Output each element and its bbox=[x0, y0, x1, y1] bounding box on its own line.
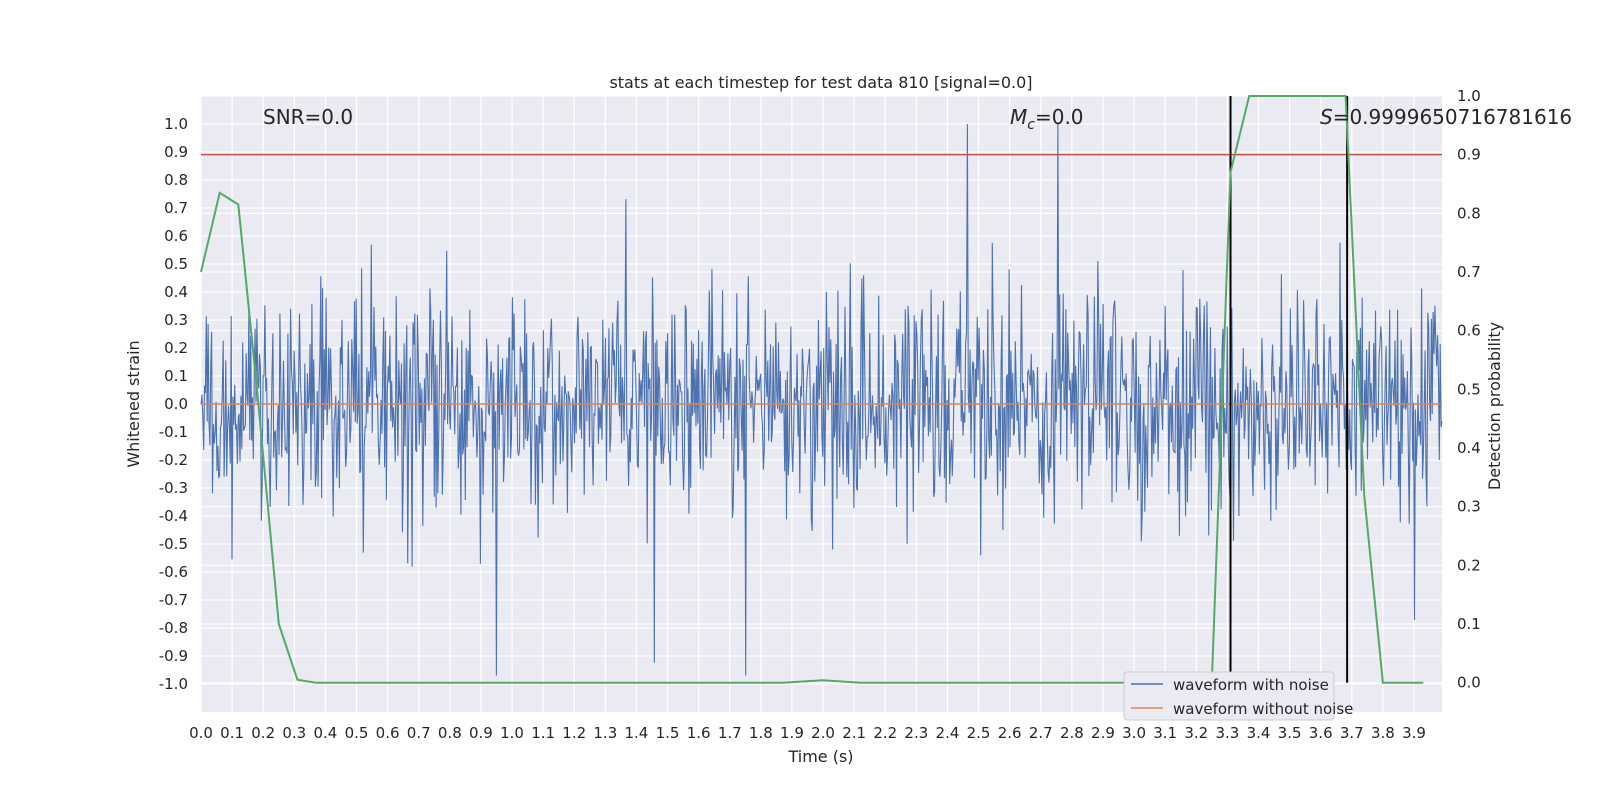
y2-axis-label: Detection probability bbox=[1485, 322, 1504, 490]
x-tick-label: 2.7 bbox=[1029, 724, 1053, 742]
legend-label-with-noise: waveform with noise bbox=[1173, 676, 1329, 694]
y2-tick-label: 0.7 bbox=[1457, 263, 1481, 281]
y2-tick-label: 1.0 bbox=[1457, 87, 1481, 105]
y-tick-label: -0.6 bbox=[159, 563, 188, 581]
y2-tick-label: 0.2 bbox=[1457, 556, 1481, 574]
y-tick-label: -0.1 bbox=[159, 423, 188, 441]
x-tick-label: 0.1 bbox=[220, 724, 244, 742]
x-tick-label: 1.2 bbox=[562, 724, 586, 742]
x-tick-label: 0.8 bbox=[438, 724, 462, 742]
x-tick-label: 1.3 bbox=[593, 724, 617, 742]
x-tick-label: 0.0 bbox=[189, 724, 213, 742]
x-tick-label: 1.1 bbox=[531, 724, 555, 742]
x-tick-label: 3.0 bbox=[1122, 724, 1146, 742]
x-tick-label: 1.6 bbox=[687, 724, 711, 742]
y2-tick-label: 0.4 bbox=[1457, 439, 1481, 457]
y-tick-label: 0.6 bbox=[164, 227, 188, 245]
x-tick-label: 1.0 bbox=[500, 724, 524, 742]
x-tick-label: 0.7 bbox=[407, 724, 431, 742]
y2-tick-label: 0.1 bbox=[1457, 615, 1481, 633]
noise-trace bbox=[200, 123, 1443, 676]
y-axis-label: Whitened strain bbox=[124, 340, 143, 467]
y-tick-label: -0.5 bbox=[159, 535, 188, 553]
y-tick-label: -0.4 bbox=[159, 507, 188, 525]
x-tick-label: 2.4 bbox=[936, 724, 960, 742]
y2-tick-label: 0.3 bbox=[1457, 498, 1481, 516]
x-tick-label: 0.6 bbox=[376, 724, 400, 742]
x-tick-label: 3.6 bbox=[1309, 724, 1333, 742]
x-tick-label: 0.4 bbox=[313, 724, 337, 742]
y-tick-label: 0.1 bbox=[164, 367, 188, 385]
x-tick-label: 2.6 bbox=[998, 724, 1022, 742]
x-tick-label: 0.5 bbox=[345, 724, 369, 742]
y-tick-label: -0.8 bbox=[159, 619, 188, 637]
chart-title: stats at each timestep for test data 810… bbox=[609, 73, 1032, 92]
y-tick-label: 0.9 bbox=[164, 143, 188, 161]
series-detection-probability bbox=[200, 95, 1424, 684]
x-tick-label: 3.8 bbox=[1371, 724, 1395, 742]
series-waveform-with-noise bbox=[200, 123, 1443, 676]
y-tick-label: 0.4 bbox=[164, 283, 188, 301]
legend: waveform with noise waveform without noi… bbox=[1123, 671, 1353, 721]
x-tick-label: 0.3 bbox=[282, 724, 306, 742]
y2-tick-label: 0.9 bbox=[1457, 146, 1481, 164]
x-tick-label: 2.3 bbox=[904, 724, 928, 742]
y-tick-label: 0.8 bbox=[164, 171, 188, 189]
x-tick-label: 1.9 bbox=[780, 724, 804, 742]
y-tick-label: -0.3 bbox=[159, 479, 188, 497]
y-tick-label: -1.0 bbox=[159, 675, 188, 693]
x-tick-label: 3.5 bbox=[1278, 724, 1302, 742]
s-annotation: S=0.9999650716781616 bbox=[1320, 105, 1572, 129]
y-tick-label: 0.5 bbox=[164, 255, 188, 273]
y-tick-label: 0.7 bbox=[164, 199, 188, 217]
y2-tick-label: 0.0 bbox=[1457, 674, 1481, 692]
y-tick-label: 1.0 bbox=[164, 115, 188, 133]
y2-tick-label: 0.8 bbox=[1457, 204, 1481, 222]
y-tick-label: 0.3 bbox=[164, 311, 188, 329]
y-tick-label: 0.0 bbox=[164, 395, 188, 413]
x-tick-label: 3.1 bbox=[1153, 724, 1177, 742]
y2-tick-label: 0.6 bbox=[1457, 322, 1481, 340]
legend-box bbox=[1123, 671, 1335, 721]
legend-label-without-noise: waveform without noise bbox=[1173, 700, 1353, 718]
x-axis-label: Time (s) bbox=[787, 747, 853, 766]
y-tick-label: -0.7 bbox=[159, 591, 188, 609]
x-tick-label: 2.9 bbox=[1091, 724, 1115, 742]
y-tick-label: -0.2 bbox=[159, 451, 188, 469]
mc-annotation: Mc=0.0 bbox=[1010, 105, 1084, 133]
x-tick-label: 0.9 bbox=[469, 724, 493, 742]
x-tick-label: 3.2 bbox=[1184, 724, 1208, 742]
tick-labels: 0.0 0.1 0.2 0.3 0.4 0.5 0.6 0.7 0.8 0.9 1.0 1.1 1.2 1… bbox=[159, 87, 1481, 742]
x-tick-label: 1.8 bbox=[749, 724, 773, 742]
x-tick-label: 3.7 bbox=[1340, 724, 1364, 742]
x-tick-label: 3.3 bbox=[1215, 724, 1239, 742]
snr-annotation: SNR=0.0 bbox=[263, 105, 353, 129]
x-tick-label: 2.8 bbox=[1060, 724, 1084, 742]
x-tick-label: 2.0 bbox=[811, 724, 835, 742]
x-tick-label: 2.1 bbox=[842, 724, 866, 742]
x-tick-label: 1.4 bbox=[625, 724, 649, 742]
y2-tick-label: 0.5 bbox=[1457, 380, 1481, 398]
x-tick-label: 0.2 bbox=[251, 724, 275, 742]
x-tick-label: 2.5 bbox=[967, 724, 991, 742]
x-tick-label: 2.2 bbox=[873, 724, 897, 742]
y-tick-label: -0.9 bbox=[159, 647, 188, 665]
x-tick-label: 3.9 bbox=[1402, 724, 1426, 742]
x-tick-label: 3.4 bbox=[1247, 724, 1271, 742]
x-tick-label: 1.7 bbox=[718, 724, 742, 742]
y-tick-label: 0.2 bbox=[164, 339, 188, 357]
x-tick-label: 1.5 bbox=[656, 724, 680, 742]
